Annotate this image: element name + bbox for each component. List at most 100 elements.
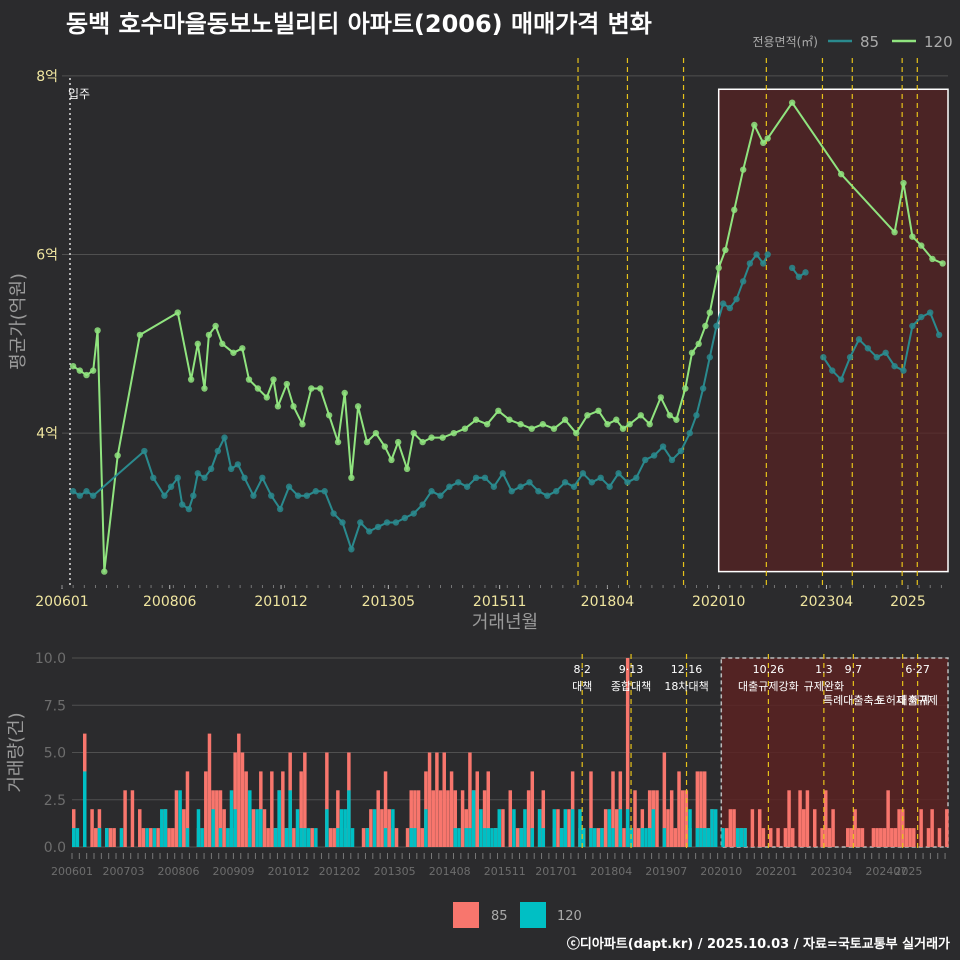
price-point-120 (764, 135, 771, 142)
price-point-85 (624, 479, 631, 486)
vol-x-tick-label: 200703 (103, 865, 145, 878)
vol-y-tick-label: 2.5 (44, 793, 66, 809)
vol-bar-85 (849, 828, 854, 847)
vol-y-tick-label: 5.0 (44, 746, 66, 762)
policy-label: 대책 (572, 680, 592, 693)
price-point-85 (719, 300, 727, 307)
price-point-85 (873, 354, 880, 361)
price-point-85 (446, 483, 453, 490)
price-point-120 (354, 403, 362, 410)
price-point-120 (239, 345, 246, 352)
vol-bar-120 (490, 828, 494, 847)
price-point-85 (419, 501, 426, 508)
y-axis-title: 평균가(억원) (8, 273, 29, 370)
price-point-85 (357, 519, 364, 526)
price-point-120 (929, 255, 936, 263)
price-point-85 (753, 251, 760, 258)
price-point-120 (673, 416, 680, 423)
vol-bar-85 (567, 809, 571, 847)
vol-bar-120 (497, 809, 502, 847)
chart-title: 동백 호수마을동보노빌리티 아파트(2006) 매매가격 변화 (66, 10, 652, 38)
price-point-120 (83, 371, 90, 379)
price-point-120 (334, 438, 342, 446)
price-point-85 (882, 349, 889, 356)
price-point-85 (508, 488, 515, 495)
vol-bar-85 (420, 828, 424, 847)
price-point-85 (76, 492, 84, 499)
price-point-120 (760, 139, 767, 147)
x-tick-label: 201305 (362, 594, 415, 610)
price-point-120 (483, 421, 491, 428)
policy-date: 9.7 (845, 663, 863, 676)
highlight-box (717, 88, 949, 573)
price-point-85 (677, 447, 685, 455)
vol-x-tick-label: 201511 (484, 865, 526, 878)
vol-bar-85 (442, 752, 446, 847)
vol-x-tick-label: 200909 (213, 865, 255, 878)
vol-bar-120 (97, 828, 102, 847)
price-point-120 (584, 412, 591, 419)
price-point-120 (788, 99, 796, 106)
vol-x-tick-label: 201804 (590, 865, 632, 878)
price-point-85 (935, 331, 943, 339)
vol-bar-85 (853, 809, 857, 847)
vol-bar-85 (468, 752, 472, 847)
policy-date: 12·16 (671, 663, 703, 676)
price-point-85 (900, 367, 907, 374)
vol-bar-85 (636, 828, 641, 847)
price-point-120 (263, 394, 271, 401)
price-point-85 (926, 309, 934, 316)
vol-bar-85 (405, 828, 410, 847)
price-point-120 (403, 465, 411, 473)
vol-bar-85 (94, 828, 98, 847)
price-point-120 (76, 367, 84, 374)
price-point-85 (437, 492, 444, 499)
price-point-120 (410, 429, 417, 437)
vol-bar-120 (119, 828, 124, 847)
price-point-120 (299, 421, 306, 428)
price-point-120 (254, 385, 262, 392)
vol-bar-85 (222, 809, 226, 847)
vol-bar-120 (739, 828, 744, 847)
price-point-85 (401, 514, 409, 522)
vol-bar-85 (695, 771, 700, 847)
price-point-120 (439, 434, 446, 441)
vol-bar-85 (435, 752, 439, 847)
vol-bar-120 (145, 828, 149, 847)
vol-bar-85 (508, 790, 513, 847)
price-point-85 (221, 434, 228, 441)
vol-bar-85 (846, 828, 850, 847)
vol-bar-120 (702, 828, 707, 847)
x-tick-label: 201012 (254, 594, 307, 610)
vol-bar-85 (530, 771, 535, 847)
vol-bar-85 (394, 828, 399, 847)
vol-bar-120 (625, 809, 630, 847)
vol-bar-120 (662, 828, 667, 847)
price-point-120 (230, 349, 237, 356)
vol-bar-120 (185, 828, 190, 847)
vol-bar-85 (757, 809, 762, 847)
vol-bar-120 (651, 809, 656, 847)
price-point-85 (201, 474, 208, 482)
vol-bar-85 (112, 828, 116, 847)
x-axis-title: 거래년월 (472, 612, 538, 633)
price-point-85 (161, 492, 168, 499)
vol-bar-120 (75, 828, 80, 847)
x-tick-label: 201804 (581, 594, 635, 610)
vol-x-tick-label: 202304 (810, 865, 852, 878)
vol-bar-120 (299, 828, 303, 847)
vol-bar-120 (343, 809, 347, 847)
price-point-120 (283, 380, 291, 388)
price-point-85 (472, 474, 480, 482)
price-point-120 (325, 412, 333, 419)
price-point-120 (495, 407, 502, 415)
vol-bar-85 (655, 790, 659, 847)
vol-bar-120 (288, 790, 292, 847)
vol-bar-120 (347, 790, 351, 847)
vol-bar-120 (581, 828, 586, 847)
vol-bar-120 (211, 809, 215, 847)
vol-bar-120 (218, 828, 223, 847)
legend-label-120: 120 (924, 33, 953, 51)
policy-label: 18차대책 (664, 680, 708, 693)
